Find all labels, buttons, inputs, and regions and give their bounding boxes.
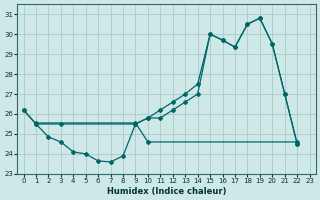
X-axis label: Humidex (Indice chaleur): Humidex (Indice chaleur): [107, 187, 226, 196]
